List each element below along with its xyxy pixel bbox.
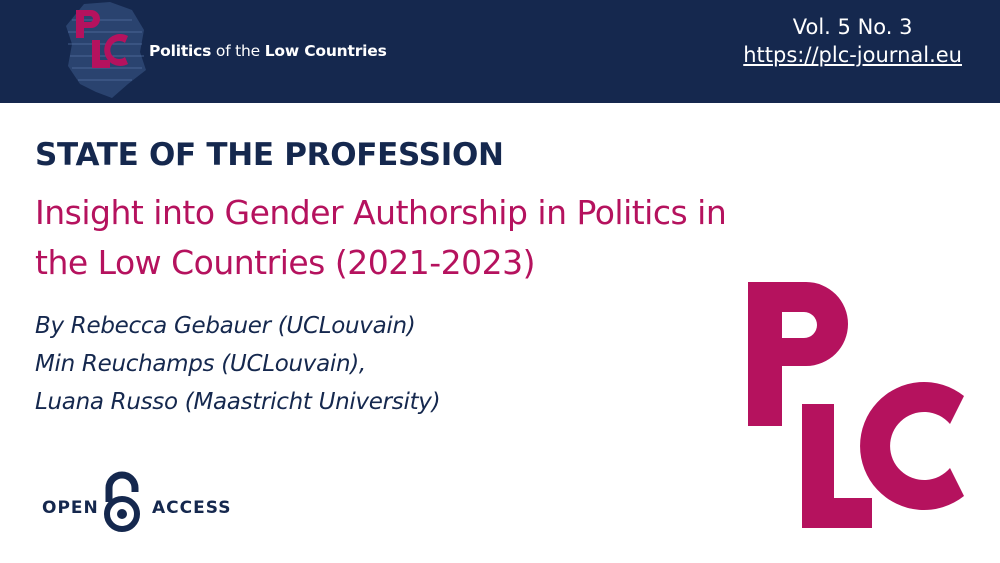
open-lock-icon (104, 471, 140, 532)
open-label: OPEN (42, 498, 99, 518)
article-title-line: the Low Countries (2021-2023) (35, 243, 535, 282)
article-title-line: Insight into Gender Authorship in Politi… (35, 193, 727, 232)
journal-header: Politics of the Low Countries Vol. 5 No.… (0, 0, 1000, 103)
volume-number: Vol. 5 No. 3 (792, 15, 913, 39)
section-heading: STATE OF THE PROFESSION (35, 137, 504, 173)
journal-url-link[interactable]: https://plc-journal.eu (743, 43, 962, 67)
author-line: Luana Russo (Maastricht University) (35, 389, 441, 415)
low-countries-map-logo (66, 2, 146, 98)
author-list: By Rebecca Gebauer (UCLouvain) Min Reuch… (35, 307, 441, 421)
article-title: Insight into Gender Authorship in Politi… (35, 188, 835, 288)
access-label: ACCESS (152, 498, 232, 518)
issue-info: Vol. 5 No. 3 https://plc-journal.eu (743, 13, 962, 69)
journal-name: Politics of the Low Countries (149, 42, 387, 60)
plc-large-logo (748, 282, 964, 528)
author-line: Min Reuchamps (UCLouvain), (35, 351, 366, 377)
open-access-badge: OPEN ACCESS (42, 470, 232, 535)
author-line: By Rebecca Gebauer (UCLouvain) (35, 313, 416, 339)
